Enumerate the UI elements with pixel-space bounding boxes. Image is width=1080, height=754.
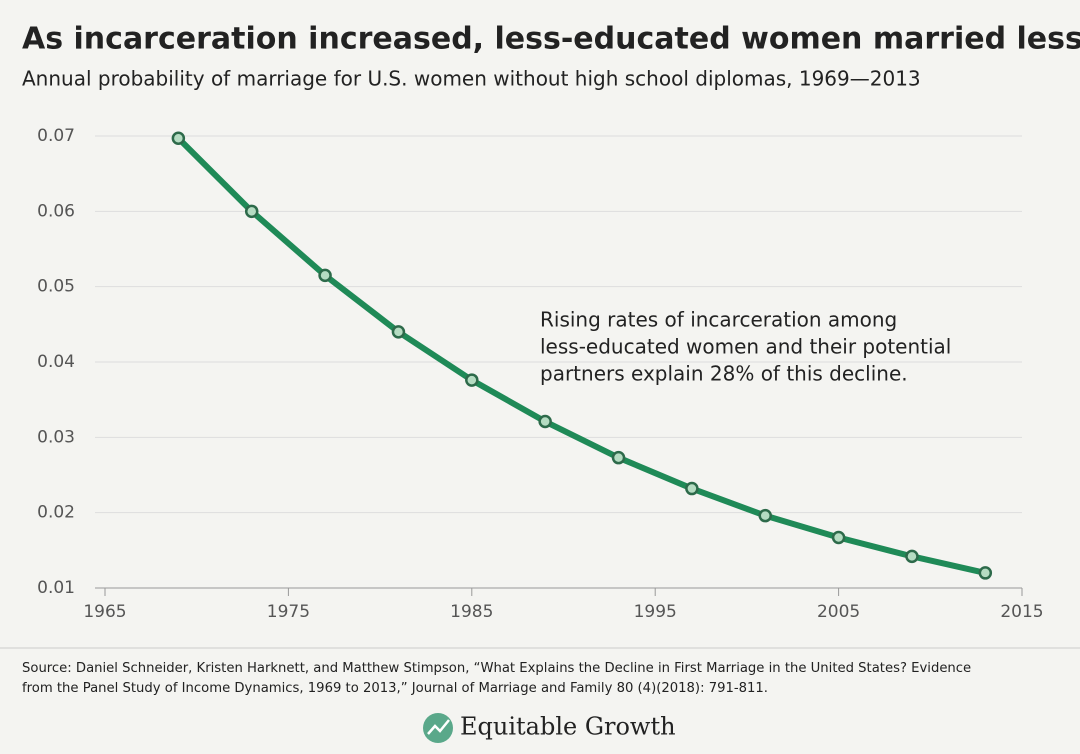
- y-tick-label: 0.01: [37, 578, 75, 598]
- x-tick-label: 1965: [83, 602, 126, 622]
- chart-subtitle: Annual probability of marriage for U.S. …: [22, 67, 921, 91]
- point: [685, 481, 699, 496]
- brand-name: Equitable Growth: [460, 713, 676, 741]
- y-tick-label: 0.03: [37, 427, 75, 447]
- brand-logo: [423, 713, 453, 743]
- point: [831, 530, 846, 545]
- annotation: partners explain 28% of this decline.: [540, 362, 908, 386]
- annotation: Rising rates of incarceration among: [540, 308, 897, 332]
- y-tick-label: 0.05: [37, 277, 75, 297]
- x-tick-label: 1975: [267, 602, 310, 622]
- point: [171, 131, 186, 146]
- point: [611, 450, 626, 465]
- x-tick-label: 2005: [817, 602, 860, 622]
- x-tick-label: 1995: [634, 602, 677, 622]
- point: [758, 508, 772, 523]
- chart-title: As incarceration increased, less-educate…: [22, 22, 1080, 57]
- point: [538, 414, 552, 429]
- y-tick-label: 0.02: [37, 503, 75, 523]
- source: Source: Daniel Schneider, Kristen Harkne…: [22, 661, 971, 676]
- point: [244, 204, 259, 219]
- y-tick-label: 0.04: [37, 352, 75, 372]
- x-tick-label: 1985: [450, 602, 493, 622]
- x-tick-label: 2015: [1000, 602, 1043, 622]
- point: [465, 373, 479, 387]
- point: [978, 566, 993, 580]
- annotation: less-educated women and their potential: [540, 335, 951, 359]
- y-tick-label: 0.06: [37, 201, 75, 221]
- line: [176, 136, 986, 576]
- point: [318, 268, 332, 283]
- y-tick-label: 0.07: [37, 126, 75, 146]
- source: from the Panel Study of Income Dynamics,…: [22, 681, 768, 696]
- point: [905, 549, 919, 564]
- point: [391, 325, 406, 339]
